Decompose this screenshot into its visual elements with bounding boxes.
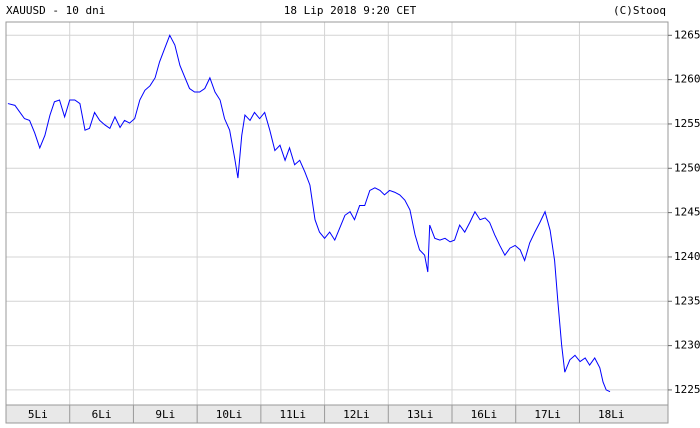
y-tick-label: 1255 (674, 117, 700, 130)
x-tick-label: 17Li (534, 408, 561, 421)
x-tick-label: 9Li (155, 408, 175, 421)
x-tick-label: 6Li (92, 408, 112, 421)
y-tick-label: 1250 (674, 161, 700, 174)
y-tick-label: 1245 (674, 206, 700, 219)
y-tick-label: 1225 (674, 383, 700, 396)
y-tick-label: 1235 (674, 294, 700, 307)
chart-title: XAUUSD - 10 dni (6, 4, 105, 17)
plot-border (5, 21, 669, 406)
x-tick-label: 12Li (343, 408, 370, 421)
y-tick-label: 1230 (674, 339, 700, 352)
price-line (7, 34, 611, 393)
chart-subtitle: 18 Lip 2018 9:20 CET (284, 4, 417, 17)
x-tick-label: 18Li (598, 408, 625, 421)
x-tick-label: 16Li (471, 408, 498, 421)
y-tick-label: 1240 (674, 250, 700, 263)
x-tick-label: 13Li (407, 408, 434, 421)
y-tick-label: 1265 (674, 28, 700, 41)
y-tick-label: 1260 (674, 73, 700, 86)
x-tick-label: 5Li (28, 408, 48, 421)
x-tick-label: 10Li (216, 408, 243, 421)
x-tick-label: 11Li (279, 408, 306, 421)
source: (C)Stooq (613, 4, 666, 17)
